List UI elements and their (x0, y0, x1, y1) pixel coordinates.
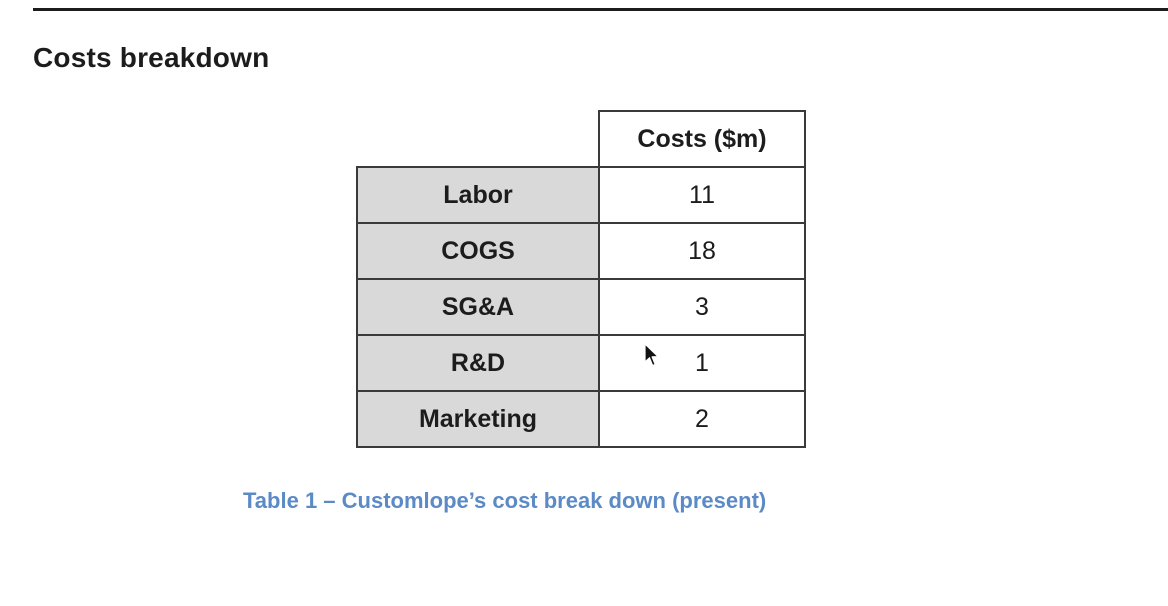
costs-table: Costs ($m) Labor 11 COGS 18 SG&A 3 R&D 1… (356, 110, 806, 448)
table-row: R&D 1 (356, 334, 806, 392)
table-row: Labor 11 (356, 166, 806, 224)
row-value: 2 (598, 390, 806, 448)
row-value: 1 (598, 334, 806, 392)
table-row: Marketing 2 (356, 390, 806, 448)
section-heading: Costs breakdown (33, 42, 270, 73)
row-label: SG&A (356, 278, 600, 336)
table-row: COGS 18 (356, 222, 806, 280)
row-label: Labor (356, 166, 600, 224)
table-header-row: Costs ($m) (357, 110, 806, 168)
row-label: Marketing (356, 390, 600, 448)
mouse-pointer-icon (644, 343, 659, 367)
table-corner-cell (357, 111, 599, 167)
row-value: 18 (598, 222, 806, 280)
row-label: R&D (356, 334, 600, 392)
top-divider (33, 8, 1168, 11)
table-caption: Table 1 – Customlope’s cost break down (… (243, 488, 767, 513)
row-value: 3 (598, 278, 806, 336)
row-value: 11 (598, 166, 806, 224)
row-label: COGS (356, 222, 600, 280)
column-header-costs: Costs ($m) (598, 110, 806, 168)
table-row: SG&A 3 (356, 278, 806, 336)
